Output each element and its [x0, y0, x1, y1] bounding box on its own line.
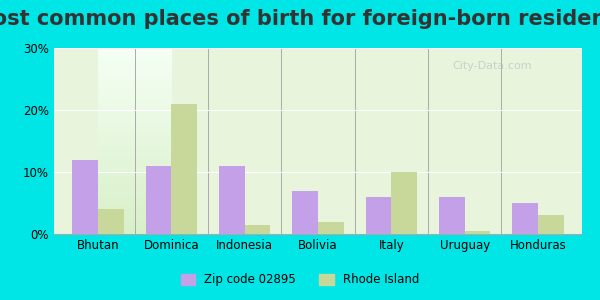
Bar: [172, 104, 197, 234]
Bar: [219, 166, 245, 234]
Bar: [512, 203, 538, 234]
Bar: [73, 160, 98, 234]
Legend: Zip code 02895, Rhode Island: Zip code 02895, Rhode Island: [176, 269, 424, 291]
Bar: [292, 190, 318, 234]
Bar: [98, 209, 124, 234]
Bar: [365, 197, 391, 234]
Bar: [538, 215, 563, 234]
Bar: [146, 166, 172, 234]
Bar: [391, 172, 417, 234]
Bar: [245, 225, 271, 234]
Text: City-Data.com: City-Data.com: [452, 61, 532, 71]
Bar: [318, 222, 344, 234]
Bar: [464, 231, 490, 234]
Bar: [439, 197, 464, 234]
Text: Most common places of birth for foreign-born residents: Most common places of birth for foreign-…: [0, 9, 600, 29]
